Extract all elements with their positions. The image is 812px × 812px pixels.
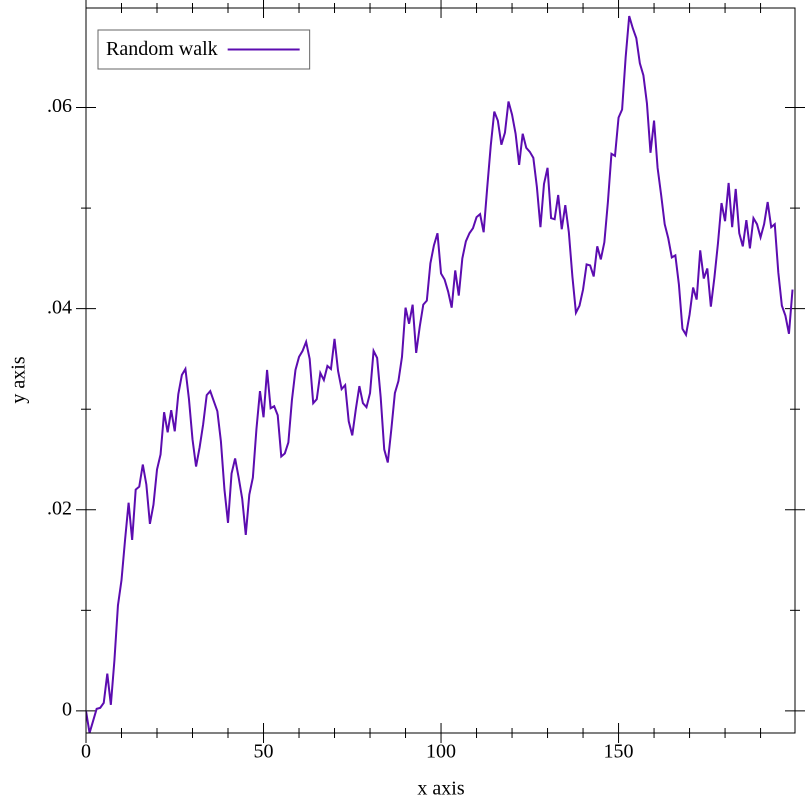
x-tick-label: 50	[254, 741, 274, 763]
legend-label: Random walk	[106, 38, 218, 60]
plot-frame	[85, 7, 796, 734]
y-axis-label: y axis	[8, 356, 30, 403]
x-tick-label: 100	[426, 741, 456, 763]
y-tick-label: .04	[47, 296, 72, 318]
x-tick-label: 0	[81, 741, 91, 763]
x-axis-label: x axis	[417, 778, 464, 800]
x-tick-label: 150	[604, 741, 634, 763]
data-line	[86, 15, 794, 733]
y-tick-label: 0	[62, 698, 72, 720]
y-tick-label: .06	[47, 95, 72, 117]
y-tick-label: .02	[47, 497, 72, 519]
